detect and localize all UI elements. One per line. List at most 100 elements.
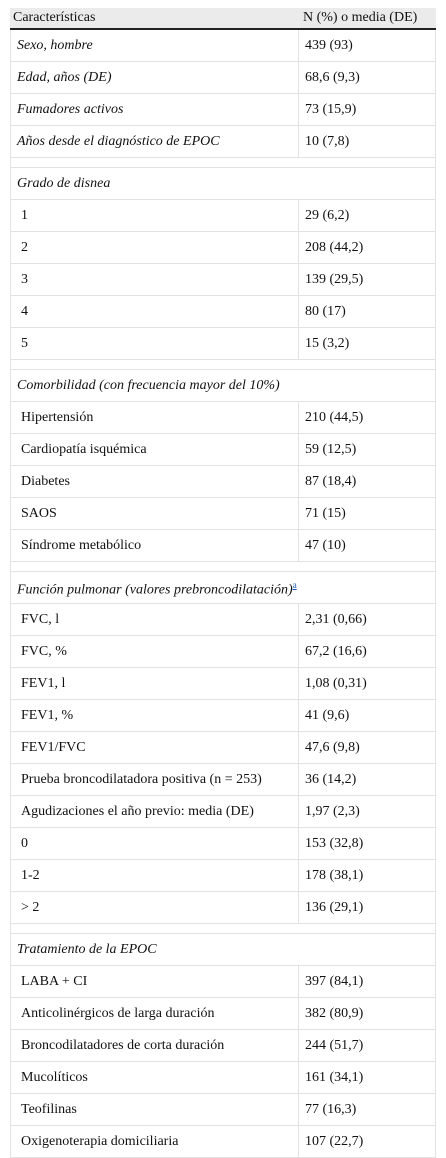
row-value: 41 (9,6) — [305, 708, 350, 723]
value-cell: 1,08 (0,31) — [299, 668, 436, 699]
row-label: FVC, l — [21, 612, 60, 627]
label-cell: Hipertensión — [10, 402, 299, 433]
label-cell: Prueba broncodilatadora positiva (n = 25… — [10, 764, 299, 795]
table-row: Teofilinas 77 (16,3) — [10, 1094, 436, 1126]
value-cell: 439 (93) — [299, 30, 436, 61]
table-row: FVC, % 67,2 (16,6) — [10, 636, 436, 668]
section-header-row: Función pulmonar (valores prebroncodilat… — [10, 572, 436, 604]
label-cell: Grado de disnea — [10, 168, 436, 199]
row-value: 68,6 (9,3) — [305, 70, 360, 85]
table-row: 3 139 (29,5) — [10, 264, 436, 296]
label-cell: Mucolíticos — [10, 1062, 299, 1093]
row-label: 5 — [21, 336, 28, 351]
row-value: 47 (10) — [305, 538, 346, 553]
label-cell: Anticolinérgicos de larga duración — [10, 998, 299, 1029]
table-row: Edad, años (DE) 68,6 (9,3) — [10, 62, 436, 94]
value-cell: 382 (80,9) — [299, 998, 436, 1029]
label-cell: Tratamiento de la EPOC — [10, 934, 436, 965]
row-label: Anticolinérgicos de larga duración — [21, 1006, 215, 1021]
characteristics-table: Características N (%) o media (DE) Sexo,… — [10, 8, 436, 1158]
row-label: FEV1, % — [21, 708, 74, 723]
row-value: 15 (3,2) — [305, 336, 350, 351]
value-cell: 68,6 (9,3) — [299, 62, 436, 93]
value-cell: 210 (44,5) — [299, 402, 436, 433]
label-cell: 0 — [10, 828, 299, 859]
table-row: > 2 136 (29,1) — [10, 892, 436, 924]
table-row: 0 153 (32,8) — [10, 828, 436, 860]
row-label: Síndrome metabólico — [21, 538, 142, 553]
row-label: Mucolíticos — [21, 1070, 88, 1085]
row-value: 47,6 (9,8) — [305, 740, 360, 755]
row-value: 36 (14,2) — [305, 772, 357, 787]
value-cell: 71 (15) — [299, 498, 436, 529]
row-label: LABA + CI — [21, 974, 88, 989]
label-cell: Edad, años (DE) — [10, 62, 299, 93]
table-body: Sexo, hombre 439 (93) Edad, años (DE) 68,6 … — [10, 30, 436, 1158]
table-row: FEV1, % 41 (9,6) — [10, 700, 436, 732]
row-label: Cardiopatía isquémica — [21, 442, 147, 457]
section-spacer — [10, 562, 436, 572]
value-cell: 244 (51,7) — [299, 1030, 436, 1061]
table-row: Anticolinérgicos de larga duración 382 (8… — [10, 998, 436, 1030]
table-row: 1-2 178 (38,1) — [10, 860, 436, 892]
label-cell: Broncodilatadores de corta duración — [10, 1030, 299, 1061]
row-value: 67,2 (16,6) — [305, 644, 367, 659]
label-cell: FVC, % — [10, 636, 299, 667]
section-spacer — [10, 360, 436, 370]
label-cell: LABA + CI — [10, 966, 299, 997]
label-cell: Síndrome metabólico — [10, 530, 299, 561]
row-label: Teofilinas — [21, 1102, 77, 1117]
row-value: 77 (16,3) — [305, 1102, 357, 1117]
row-label: 1 — [21, 208, 28, 223]
table-row: Broncodilatadores de corta duración 244 (… — [10, 1030, 436, 1062]
table-row: SAOS 71 (15) — [10, 498, 436, 530]
label-cell: 4 — [10, 296, 299, 327]
table-row: 1 29 (6,2) — [10, 200, 436, 232]
label-cell: 5 — [10, 328, 299, 359]
section-title: Comorbilidad (con frecuencia mayor del 1… — [17, 378, 280, 393]
value-cell: 67,2 (16,6) — [299, 636, 436, 667]
label-cell: > 2 — [10, 892, 299, 923]
row-label: Edad, años (DE) — [17, 70, 112, 85]
row-label: Oxigenoterapia domiciliaria — [21, 1134, 179, 1149]
label-cell: Años desde el diagnóstico de EPOC — [10, 126, 299, 157]
value-cell: 47,6 (9,8) — [299, 732, 436, 763]
label-cell: 2 — [10, 232, 299, 263]
row-label: Sexo, hombre — [17, 38, 93, 53]
row-label: Fumadores activos — [17, 102, 124, 117]
row-label: > 2 — [21, 900, 40, 915]
row-value: 178 (38,1) — [305, 868, 364, 883]
value-cell: 47 (10) — [299, 530, 436, 561]
value-cell: 15 (3,2) — [299, 328, 436, 359]
footnote-link[interactable]: a — [292, 580, 297, 590]
row-value: 244 (51,7) — [305, 1038, 364, 1053]
row-label: Agudizaciones el año previo: media (DE) — [21, 804, 254, 819]
row-value: 136 (29,1) — [305, 900, 364, 915]
row-value: 71 (15) — [305, 506, 346, 521]
value-cell: 77 (16,3) — [299, 1094, 436, 1125]
row-label: 0 — [21, 836, 28, 851]
value-cell: 107 (22,7) — [299, 1126, 436, 1157]
table-row: FVC, l 2,31 (0,66) — [10, 604, 436, 636]
section-title: Tratamiento de la EPOC — [17, 942, 157, 957]
table-row: LABA + CI 397 (84,1) — [10, 966, 436, 998]
label-cell: FVC, l — [10, 604, 299, 635]
section-header-row: Comorbilidad (con frecuencia mayor del 1… — [10, 370, 436, 402]
label-cell: Agudizaciones el año previo: media (DE) — [10, 796, 299, 827]
label-cell: Cardiopatía isquémica — [10, 434, 299, 465]
row-value: 208 (44,2) — [305, 240, 364, 255]
row-value: 107 (22,7) — [305, 1134, 364, 1149]
value-cell: 2,31 (0,66) — [299, 604, 436, 635]
row-value: 439 (93) — [305, 38, 353, 53]
label-cell: 1 — [10, 200, 299, 231]
label-cell: Fumadores activos — [10, 94, 299, 125]
table-row: Hipertensión 210 (44,5) — [10, 402, 436, 434]
label-cell: Teofilinas — [10, 1094, 299, 1125]
row-value: 139 (29,5) — [305, 272, 364, 287]
row-label: Prueba broncodilatadora positiva (n = 25… — [21, 772, 262, 787]
row-label: 1-2 — [21, 868, 40, 883]
label-cell: Sexo, hombre — [10, 30, 299, 61]
value-cell: 41 (9,6) — [299, 700, 436, 731]
table-header: Características N (%) o media (DE) — [10, 8, 436, 30]
section-title: Función pulmonar (valores prebroncodilat… — [17, 580, 297, 598]
